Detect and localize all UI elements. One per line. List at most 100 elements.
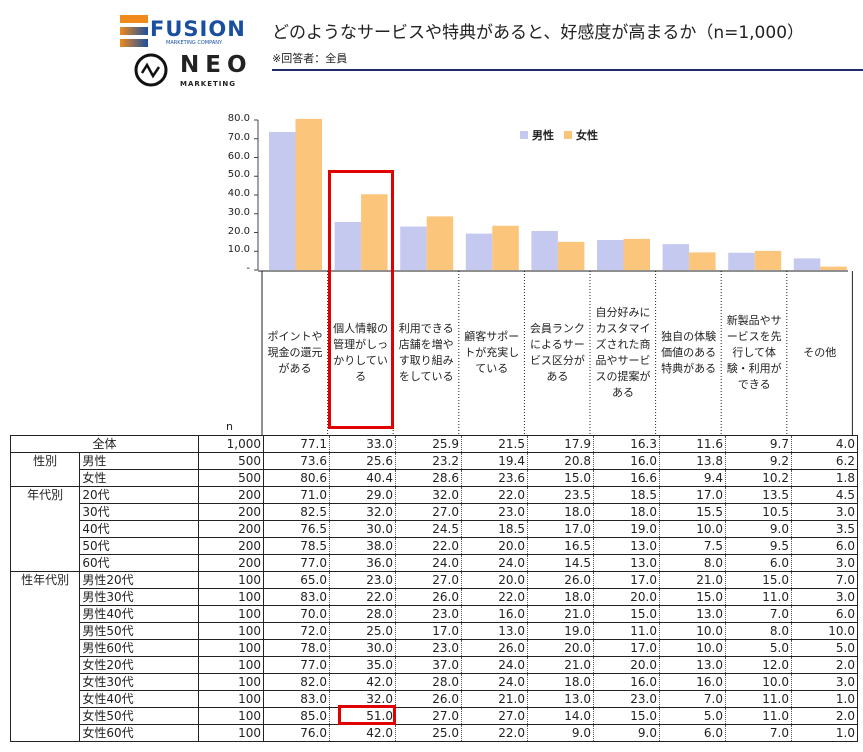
value-cell: 6.0 xyxy=(791,605,858,623)
row-label: 40代 xyxy=(79,520,199,538)
value-cell: 24.0 xyxy=(461,673,528,691)
category-header: 独自の体験価値のある特典がある xyxy=(661,329,717,375)
value-cell: 3.5 xyxy=(791,520,858,538)
neo-logo-icon xyxy=(134,53,168,87)
table-row: 男性50代 100 72.0 25.0 17.0 13.0 19.0 11.0 10.0 8.0 1… xyxy=(11,622,858,640)
value-cell: 1.0 xyxy=(791,690,858,708)
male-bar xyxy=(728,252,755,270)
value-cell: 18.5 xyxy=(593,486,660,504)
highlight-box-cell xyxy=(338,705,396,725)
male-bar xyxy=(662,244,690,270)
value-cell: 14.0 xyxy=(527,707,594,725)
value-cell: 18.0 xyxy=(527,503,594,521)
value-cell: 11.0 xyxy=(593,622,660,640)
value-cell: 18.5 xyxy=(461,520,528,538)
value-cell: 20.0 xyxy=(593,588,660,606)
row-label: 女性40代 xyxy=(79,690,199,708)
value-cell: 27.0 xyxy=(395,503,462,521)
value-cell: 78.5 xyxy=(263,537,330,555)
value-cell: 2.0 xyxy=(791,707,858,725)
value-cell: 23.2 xyxy=(395,452,462,470)
neo-logo-subtext: MARKETING xyxy=(180,80,236,88)
legend-swatch-male xyxy=(520,131,528,139)
value-cell: 23.6 xyxy=(461,469,528,487)
group-label: 性年代別 xyxy=(9,571,81,742)
fusion-logo-bar xyxy=(120,27,148,35)
n-cell: 100 xyxy=(198,605,264,623)
y-tick-label: 10.0 xyxy=(227,244,250,256)
value-cell: 24.0 xyxy=(461,656,528,674)
fusion-logo-text: FUSION xyxy=(150,17,246,41)
female-bar xyxy=(295,118,322,270)
y-tick-label: - xyxy=(246,263,250,274)
value-cell: 27.0 xyxy=(461,707,528,725)
value-cell: 16.5 xyxy=(527,537,594,555)
value-cell: 40.4 xyxy=(329,469,396,487)
value-cell: 25.9 xyxy=(395,435,462,453)
value-cell: 37.0 xyxy=(395,656,462,674)
male-bar xyxy=(531,231,558,270)
value-cell: 18.0 xyxy=(527,673,594,691)
male-bar xyxy=(465,233,493,270)
value-cell: 17.0 xyxy=(593,571,660,589)
row-label: 女性50代 xyxy=(79,707,199,725)
row-label: 女性 xyxy=(79,469,199,487)
n-cell: 100 xyxy=(198,673,264,691)
fusion-logo xyxy=(120,15,148,47)
row-label: 男性 xyxy=(79,452,199,470)
value-cell: 17.9 xyxy=(527,435,594,453)
y-tick-label: 30.0 xyxy=(227,206,250,218)
n-cell: 100 xyxy=(198,571,264,589)
value-cell: 28.6 xyxy=(395,469,462,487)
value-cell: 23.5 xyxy=(527,486,594,504)
female-bar xyxy=(820,266,847,270)
n-cell: 200 xyxy=(198,503,264,521)
table-row: 全体 1,000 77.1 33.0 25.9 21.5 17.9 16.3 11.6 9.7 4.… xyxy=(10,435,858,453)
value-cell: 11.0 xyxy=(725,707,792,725)
female-bar xyxy=(623,238,650,270)
value-cell: 23.0 xyxy=(593,690,660,708)
value-cell: 32.0 xyxy=(329,503,396,521)
value-cell: 29.0 xyxy=(329,486,396,504)
female-bar xyxy=(689,252,716,270)
value-cell: 7.5 xyxy=(659,537,726,555)
value-cell: 77.0 xyxy=(263,554,330,572)
value-cell: 42.0 xyxy=(329,673,396,691)
value-cell: 19.0 xyxy=(593,520,660,538)
value-cell: 33.0 xyxy=(329,435,396,453)
value-cell: 18.0 xyxy=(527,588,594,606)
table-row: 男性60代 100 78.0 30.0 23.0 26.0 20.0 17.0 10.0 5.0 5… xyxy=(11,639,858,657)
value-cell: 82.0 xyxy=(263,673,330,691)
female-bar xyxy=(492,225,519,270)
value-cell: 20.0 xyxy=(593,656,660,674)
category-header: 会員ランクによるサービス区分がある xyxy=(529,321,585,383)
table-row: 女性20代 100 77.0 35.0 37.0 24.0 21.0 20.0 13.0 12.0… xyxy=(11,656,858,674)
value-cell: 38.0 xyxy=(329,537,396,555)
table-row: 女性50代 100 85.0 51.0 27.0 27.0 14.0 15.0 5.0 11.0 2… xyxy=(11,707,858,725)
y-tick-label: 70.0 xyxy=(227,131,250,143)
female-bar xyxy=(426,216,454,270)
table-row: 性別 男性 500 73.6 25.6 23.2 19.4 20.8 16.0 13.8 9.2 6.… xyxy=(9,452,858,487)
n-cell: 100 xyxy=(198,588,264,606)
n-cell: 100 xyxy=(198,639,264,657)
table-row: 性年代別 男性20代 100 65.0 23.0 27.0 20.0 26.0 17.0 21.0… xyxy=(9,571,858,742)
table-row: 女性 500 80.6 40.4 28.6 23.6 15.0 16.6 9.4 10.2 1.8 xyxy=(10,469,858,487)
value-cell: 1.8 xyxy=(791,469,858,487)
value-cell: 15.0 xyxy=(593,707,660,725)
table-row: 年代別 20代 200 71.0 29.0 32.0 22.0 23.5 18.5 17.0 13.… xyxy=(9,486,858,572)
n-cell: 500 xyxy=(198,452,264,470)
value-cell: 20.0 xyxy=(461,571,528,589)
value-cell: 16.3 xyxy=(593,435,660,453)
value-cell: 83.0 xyxy=(263,588,330,606)
value-cell: 17.0 xyxy=(527,520,594,538)
value-cell: 2.0 xyxy=(791,656,858,674)
value-cell: 70.0 xyxy=(263,605,330,623)
value-cell: 83.0 xyxy=(263,690,330,708)
value-cell: 22.0 xyxy=(461,588,528,606)
value-cell: 19.4 xyxy=(461,452,528,470)
value-cell: 21.5 xyxy=(461,435,528,453)
value-cell: 15.0 xyxy=(725,571,792,589)
legend-label-male: 男性 xyxy=(532,129,554,142)
male-bar xyxy=(400,226,427,270)
value-cell: 32.0 xyxy=(395,486,462,504)
